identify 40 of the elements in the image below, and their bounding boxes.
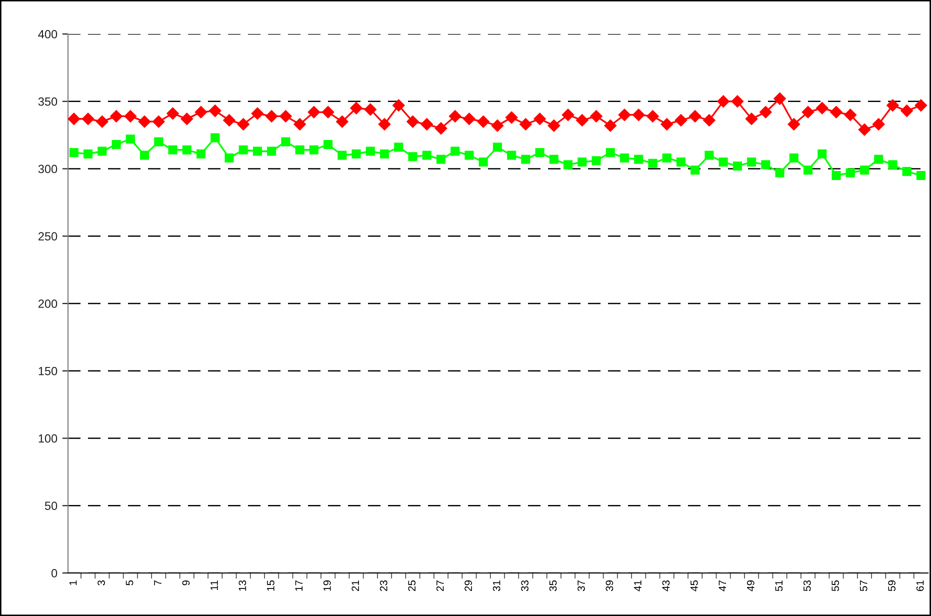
x-tick-label: 57: [860, 580, 868, 592]
x-tick-label: 41: [634, 580, 642, 592]
x-tick-label: 35: [549, 580, 557, 592]
x-tick-label: 33: [521, 580, 528, 592]
x-tick-label: 3: [98, 580, 105, 586]
x-tick-label: 31: [492, 580, 500, 592]
y-tick-label: 100: [38, 434, 58, 443]
y-tick-label: 300: [38, 164, 58, 174]
x-tick-label: 9: [182, 580, 190, 586]
x-tick-label: 53: [803, 580, 811, 592]
y-tick-label: 150: [38, 366, 58, 376]
x-tick-label: 17: [295, 580, 302, 591]
y-tick-label: 50: [44, 502, 58, 510]
x-tick-label: 59: [888, 580, 896, 592]
x-tick-label: 15: [267, 580, 274, 591]
x-tick-label: 23: [380, 580, 388, 592]
x-tick-label: 5: [126, 580, 134, 586]
x-tick-label: 51: [775, 580, 783, 592]
x-tick-label: 27: [436, 580, 444, 592]
y-tick-label: 250: [38, 232, 58, 241]
x-tick-label: 13: [238, 580, 246, 591]
y-tick-label: 400: [38, 30, 58, 38]
x-tick-label: 61: [916, 580, 924, 591]
y-tick-label: 200: [38, 300, 58, 308]
x-tick-label: 25: [408, 580, 416, 592]
x-tick-label: 21: [352, 580, 359, 592]
x-tick-label: 37: [578, 580, 585, 592]
x-tick-label: 7: [154, 580, 162, 586]
x-tick-label: 55: [832, 580, 840, 592]
x-tick-label: 29: [464, 580, 472, 592]
x-tick-label: 49: [746, 580, 754, 592]
x-tick-label: 47: [718, 580, 726, 592]
x-tick-label: 19: [323, 580, 331, 591]
x-tick-label: 11: [210, 580, 218, 590]
x-tick-label: 45: [690, 580, 698, 592]
x-tick-label: 43: [662, 580, 670, 592]
x-tick-label: 39: [606, 580, 614, 592]
y-tick-label: 350: [38, 97, 58, 106]
y-tick-label: 0: [51, 569, 58, 578]
x-tick-label: 1: [69, 580, 77, 585]
